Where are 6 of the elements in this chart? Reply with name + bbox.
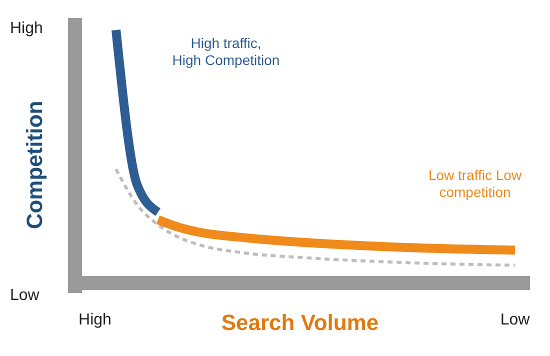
text: Low traffic Low competition: [428, 167, 522, 200]
text: High traffic, High Competition: [172, 35, 280, 68]
text: High: [10, 20, 43, 37]
y-axis-title: Competition: [22, 100, 47, 230]
x-axis-title: Search Volume: [221, 310, 379, 335]
text: Low: [10, 287, 40, 304]
